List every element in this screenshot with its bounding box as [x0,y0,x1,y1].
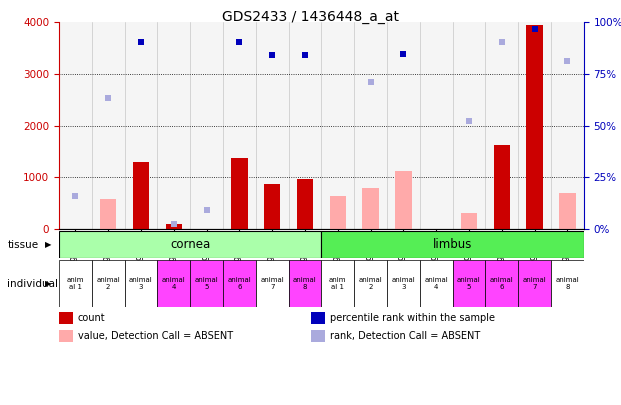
Bar [420,22,453,229]
Bar [494,145,510,229]
Text: percentile rank within the sample: percentile rank within the sample [330,313,494,323]
Text: animal
8: animal 8 [555,277,579,290]
Bar [166,224,182,229]
Text: animal
8: animal 8 [293,277,317,290]
Text: cornea: cornea [170,238,211,251]
Bar [354,260,387,307]
Bar [551,22,584,229]
Bar [157,260,190,307]
Bar [387,260,420,307]
Text: animal
5: animal 5 [195,277,219,290]
Bar [486,260,518,307]
Bar [59,260,92,307]
Text: animal
5: animal 5 [457,277,481,290]
Bar [190,22,223,229]
Text: anim
al 1: anim al 1 [66,277,84,290]
Bar [322,22,354,229]
Bar [125,260,157,307]
Bar [518,22,551,229]
Text: animal
6: animal 6 [490,277,514,290]
Text: anim
al 1: anim al 1 [329,277,347,290]
Bar [453,260,486,307]
Text: GDS2433 / 1436448_a_at: GDS2433 / 1436448_a_at [222,10,399,24]
Text: animal
3: animal 3 [129,277,153,290]
Bar [330,196,346,229]
Text: tissue: tissue [7,240,39,249]
Text: animal
2: animal 2 [96,277,120,290]
Bar [223,22,256,229]
Bar [551,260,584,307]
Bar [92,22,125,229]
Bar [322,231,584,258]
Text: animal
4: animal 4 [162,277,186,290]
Text: animal
7: animal 7 [523,277,546,290]
Bar [322,260,354,307]
Text: animal
6: animal 6 [227,277,252,290]
Bar [125,22,157,229]
Bar [256,260,289,307]
Text: animal
2: animal 2 [359,277,383,290]
Text: animal
3: animal 3 [391,277,415,290]
Text: ▶: ▶ [45,240,51,249]
Bar [289,260,322,307]
Text: limbus: limbus [433,238,472,251]
Bar [354,22,387,229]
Bar [231,158,248,229]
Bar [223,260,256,307]
Bar [133,162,149,229]
Text: rank, Detection Call = ABSENT: rank, Detection Call = ABSENT [330,331,480,341]
Text: count: count [78,313,105,323]
Bar [518,260,551,307]
Bar [387,22,420,229]
Bar [157,22,190,229]
Bar [59,22,92,229]
Text: value, Detection Call = ABSENT: value, Detection Call = ABSENT [78,331,233,341]
Bar [92,260,125,307]
Bar [59,231,322,258]
Bar [363,188,379,229]
Bar [559,193,576,229]
Text: animal
7: animal 7 [260,277,284,290]
Bar [461,213,477,229]
Bar [453,22,486,229]
Bar [289,22,322,229]
Bar [190,260,223,307]
Bar [256,22,289,229]
Text: individual: individual [7,279,58,289]
Bar [486,22,518,229]
Text: animal
4: animal 4 [424,277,448,290]
Bar [527,25,543,229]
Bar [420,260,453,307]
Bar [395,171,412,229]
Bar [264,184,280,229]
Bar [100,199,116,229]
Bar [297,179,313,229]
Text: ▶: ▶ [45,279,51,288]
